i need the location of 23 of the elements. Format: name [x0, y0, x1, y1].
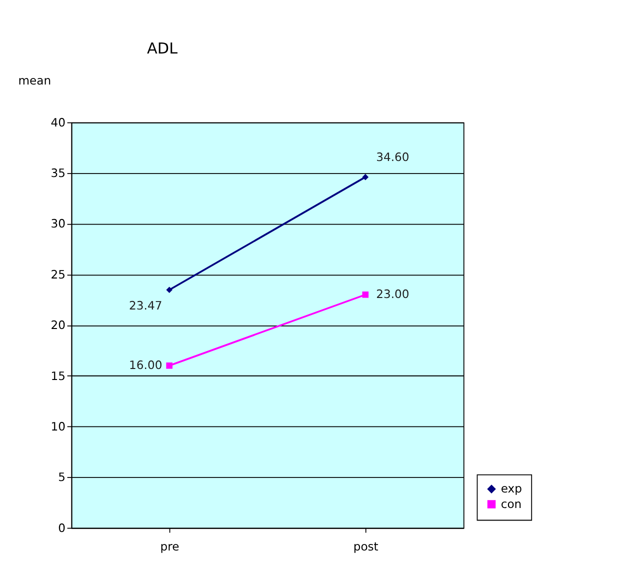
point — [362, 292, 369, 298]
point — [166, 362, 172, 369]
point — [166, 286, 172, 294]
y-axis-title: mean — [18, 73, 52, 88]
y-tick-label: 0 — [58, 520, 66, 535]
legend-label: con — [500, 496, 522, 511]
y-tick-label: 15 — [50, 368, 66, 383]
chart-title: ADL — [147, 40, 178, 58]
data-label: 23.00 — [376, 287, 410, 302]
legend-label: exp — [500, 482, 522, 496]
y-tick-label: 20 — [50, 318, 66, 332]
y-tick-label: 30 — [50, 216, 66, 231]
y-tick-label: 35 — [50, 166, 66, 180]
y-tick-label: 5 — [58, 470, 66, 484]
data-label: 23.47 — [129, 298, 162, 313]
y-tick-label: 25 — [50, 267, 66, 282]
data-label: 16.00 — [129, 358, 162, 372]
y-tick-label: 40 — [50, 115, 66, 130]
y-tick-label: 10 — [50, 419, 66, 434]
data-label: 34.60 — [376, 150, 410, 164]
x-tick-label: pre — [160, 540, 180, 554]
point — [362, 174, 369, 180]
x-tick-label: post — [353, 540, 379, 554]
